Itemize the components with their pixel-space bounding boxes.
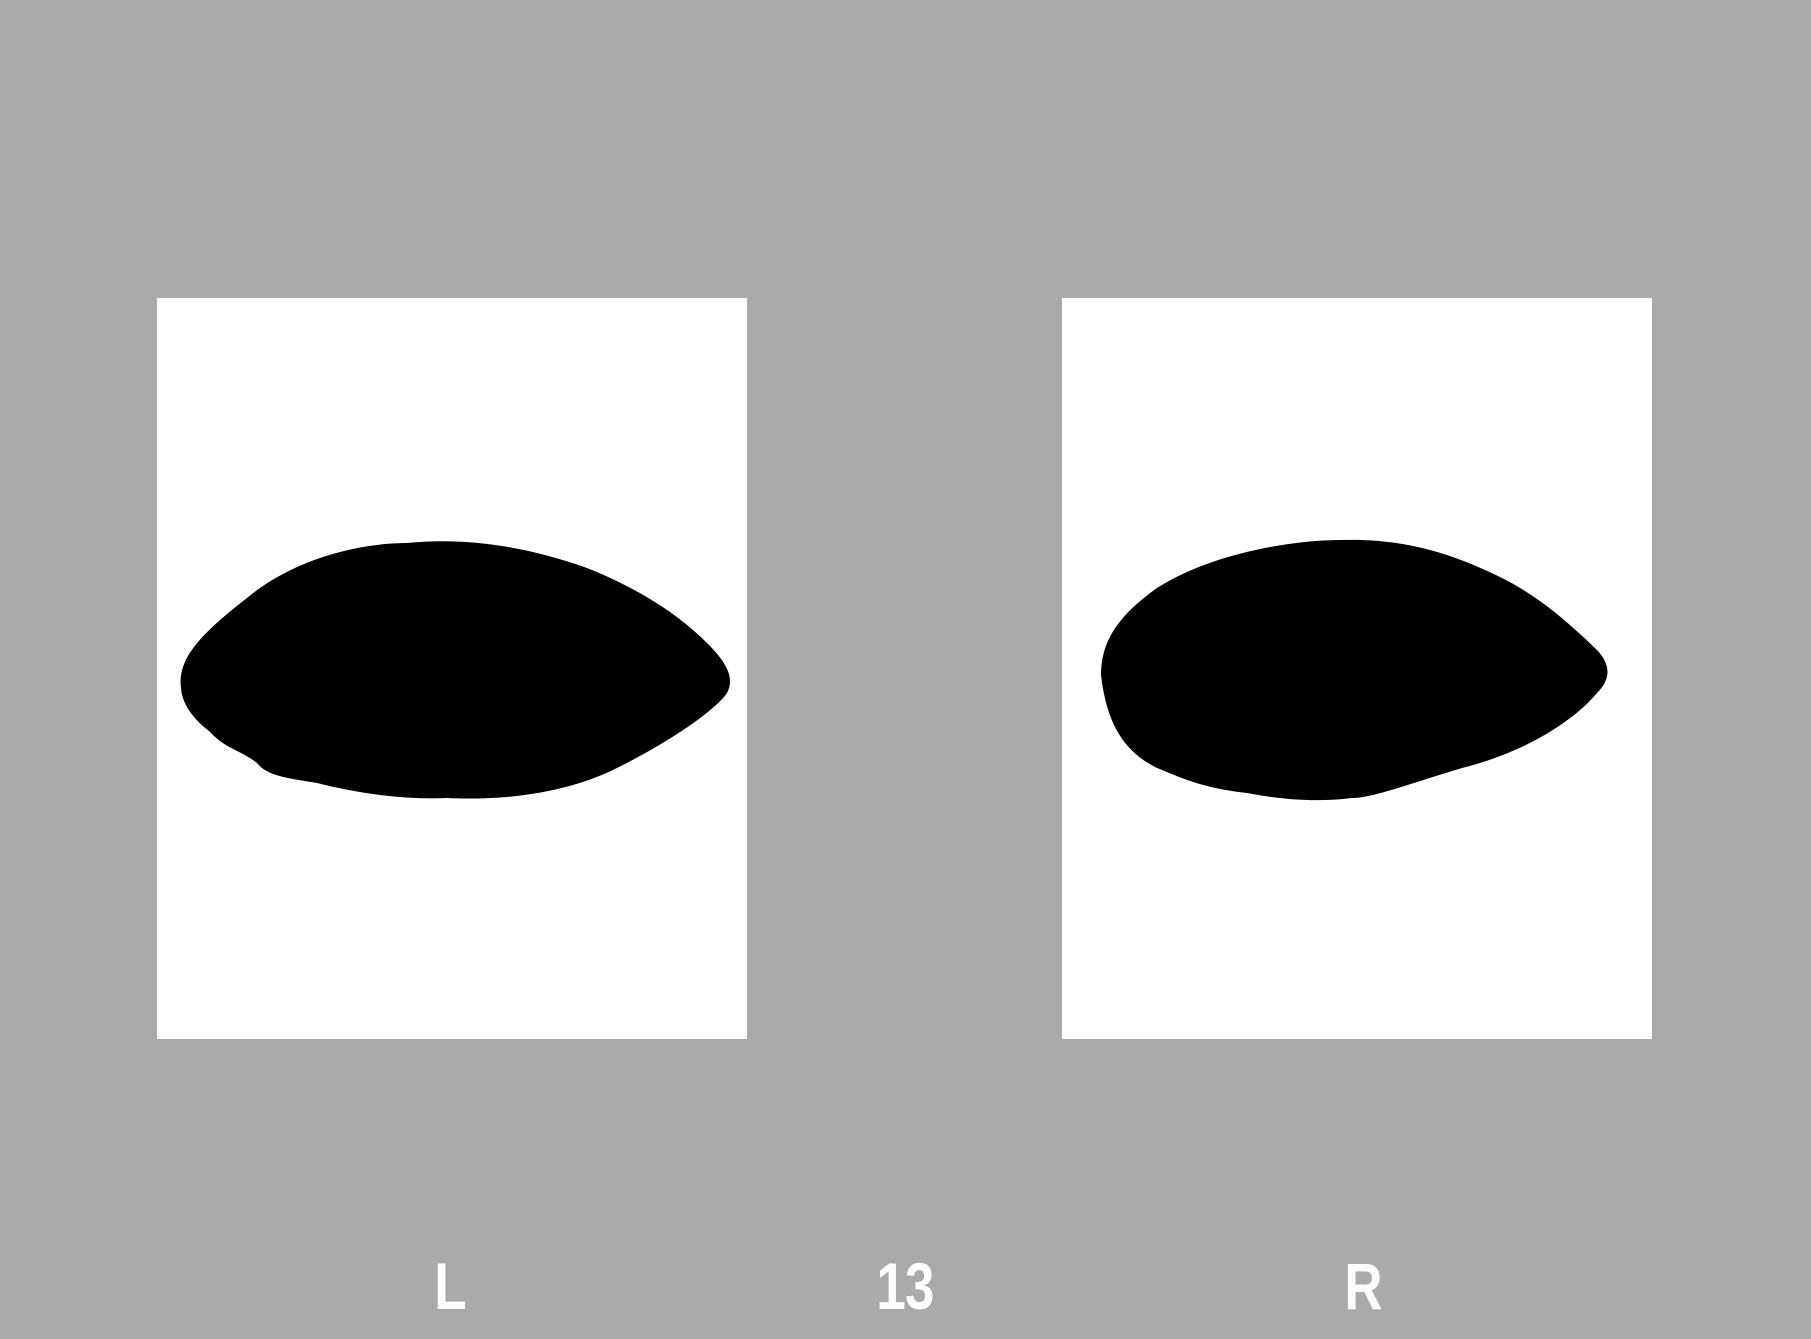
left-blot-image <box>180 541 731 799</box>
page-number: 13 <box>876 1249 934 1323</box>
right-ellipse-blot <box>1101 539 1608 801</box>
left-ellipse-blot <box>180 541 731 799</box>
right-blot-image <box>1101 539 1608 801</box>
left-label: L <box>434 1249 466 1323</box>
right-panel <box>1062 298 1652 1039</box>
right-label: R <box>1344 1249 1382 1323</box>
left-panel <box>157 298 747 1039</box>
